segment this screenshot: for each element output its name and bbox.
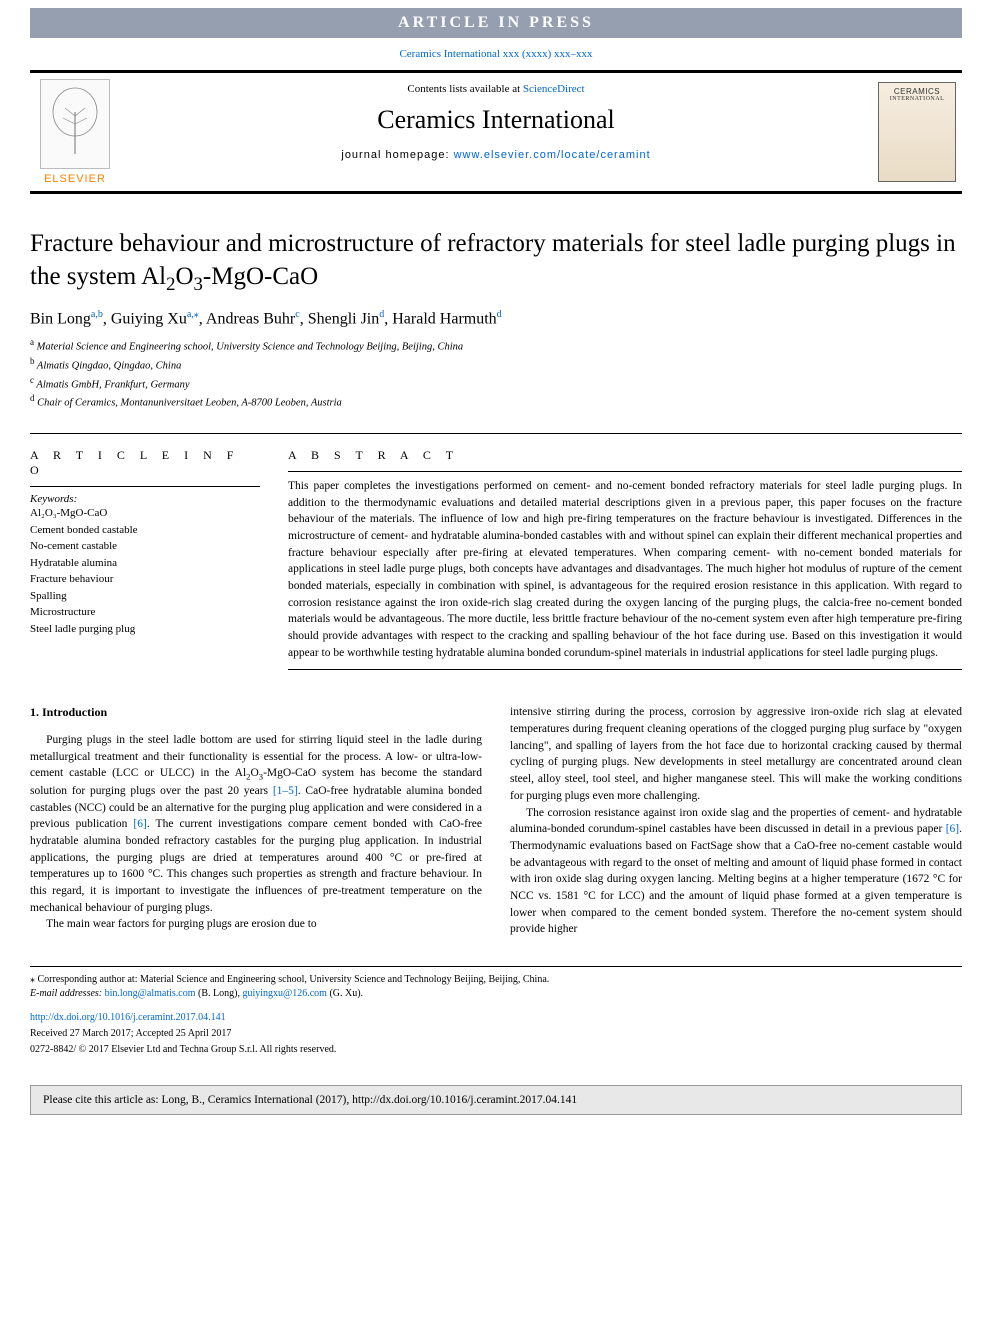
keyword-item: No-cement castable [30, 538, 260, 555]
keywords-list: Al₂O₃-MgO-CaOCement bonded castableNo-ce… [30, 505, 260, 637]
article-title: Fracture behaviour and microstructure of… [30, 228, 962, 297]
affiliation-item: b Almatis Qingdao, Qingdao, China [30, 355, 962, 374]
keyword-item: Cement bonded castable [30, 522, 260, 539]
cover-title-line2: INTERNATIONAL [881, 96, 953, 102]
keyword-item: Hydratable alumina [30, 555, 260, 572]
journal-cover-thumbnail: CERAMICS INTERNATIONAL [878, 82, 956, 182]
received-accepted-dates: Received 27 March 2017; Accepted 25 Apri… [30, 1027, 962, 1041]
keyword-item: Spalling [30, 588, 260, 605]
sciencedirect-link[interactable]: ScienceDirect [523, 83, 585, 95]
article-info-heading: A R T I C L E I N F O [30, 448, 260, 478]
contents-prefix: Contents lists available at [407, 83, 522, 95]
keyword-item: Fracture behaviour [30, 571, 260, 588]
body-paragraph: The main wear factors for purging plugs … [30, 916, 482, 933]
cite-this-article-banner: Please cite this article as: Long, B., C… [30, 1085, 962, 1115]
journal-masthead: ELSEVIER Contents lists available at Sci… [30, 70, 962, 194]
homepage-prefix: journal homepage: [341, 149, 453, 161]
email-label: E-mail addresses: [30, 988, 105, 999]
affiliation-item: d Chair of Ceramics, Montanuniversitaet … [30, 392, 962, 411]
journal-cover-block: CERAMICS INTERNATIONAL [872, 73, 962, 191]
affiliation-item: c Almatis GmbH, Frankfurt, Germany [30, 374, 962, 393]
keyword-item: Steel ladle purging plug [30, 621, 260, 638]
journal-homepage-line: journal homepage: www.elsevier.com/locat… [120, 149, 872, 161]
body-paragraph: Purging plugs in the steel ladle bottom … [30, 732, 482, 917]
corresponding-author-note: ⁎ Corresponding author at: Material Scie… [30, 973, 962, 987]
email-attribution: (G. Xu). [327, 988, 363, 999]
body-paragraph: intensive stirring during the process, c… [510, 704, 962, 804]
abstract-text: This paper completes the investigations … [288, 478, 962, 661]
article-info-column: A R T I C L E I N F O Keywords: Al₂O₃-Mg… [30, 448, 260, 670]
footnote-block: ⁎ Corresponding author at: Material Scie… [30, 966, 962, 1057]
affiliation-list: a Material Science and Engineering schoo… [30, 336, 962, 411]
keyword-item: Al₂O₃-MgO-CaO [30, 505, 260, 522]
body-paragraph: The corrosion resistance against iron ox… [510, 805, 962, 938]
journal-name: Ceramics International [120, 105, 872, 135]
author-email-link[interactable]: guiyingxu@126.com [242, 988, 326, 999]
affiliation-item: a Material Science and Engineering schoo… [30, 336, 962, 355]
doi-reference-top: Ceramics International xxx (xxxx) xxx–xx… [30, 48, 962, 60]
email-attribution: (B. Long), [196, 988, 243, 999]
email-line: E-mail addresses: bin.long@almatis.com (… [30, 987, 962, 1001]
keywords-label: Keywords: [30, 493, 260, 505]
abstract-column: A B S T R A C T This paper completes the… [288, 448, 962, 670]
keyword-item: Microstructure [30, 604, 260, 621]
author-list: Bin Longa,b, Guiying Xua,⁎, Andreas Buhr… [30, 309, 962, 328]
elsevier-tree-icon [40, 79, 110, 169]
abstract-heading: A B S T R A C T [288, 448, 962, 463]
article-in-press-banner: ARTICLE IN PRESS [30, 8, 962, 38]
cover-title-line1: CERAMICS [881, 87, 953, 96]
copyright-line: 0272-8842/ © 2017 Elsevier Ltd and Techn… [30, 1043, 962, 1057]
body-text: 1. Introduction Purging plugs in the ste… [30, 704, 962, 937]
contents-lists-line: Contents lists available at ScienceDirec… [120, 83, 872, 95]
publisher-logo-block: ELSEVIER [30, 73, 120, 191]
journal-homepage-link[interactable]: www.elsevier.com/locate/ceramint [454, 149, 651, 161]
section-heading-introduction: 1. Introduction [30, 704, 482, 721]
doi-link[interactable]: http://dx.doi.org/10.1016/j.ceramint.201… [30, 1012, 226, 1023]
elsevier-wordmark: ELSEVIER [44, 173, 106, 185]
author-email-link[interactable]: bin.long@almatis.com [105, 988, 196, 999]
